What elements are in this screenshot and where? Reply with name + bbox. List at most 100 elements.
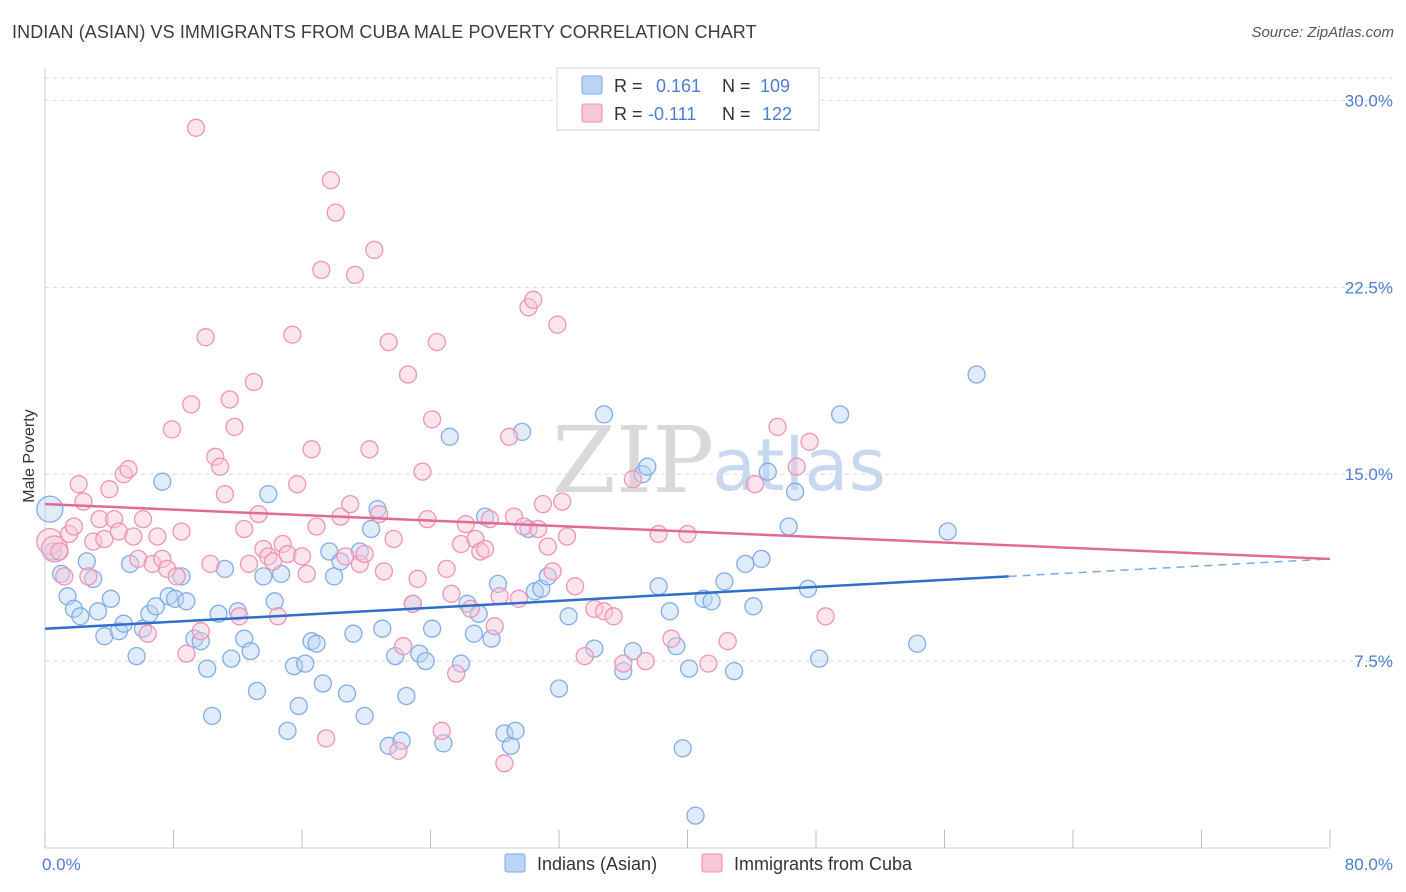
data-point <box>475 539 495 559</box>
data-point <box>679 659 699 678</box>
data-point <box>553 492 572 511</box>
data-point <box>210 457 230 476</box>
data-point <box>127 646 146 666</box>
data-point <box>718 632 737 651</box>
data-point <box>660 602 679 621</box>
data-point <box>265 592 284 611</box>
data-point <box>355 544 374 564</box>
data-point <box>389 741 408 760</box>
data-point <box>146 597 165 616</box>
data-point <box>191 632 210 651</box>
data-point <box>509 589 528 608</box>
data-point <box>220 390 239 409</box>
data-point <box>64 517 84 536</box>
data-point <box>297 564 316 584</box>
data-point <box>109 522 129 541</box>
data-point <box>215 484 235 504</box>
data-point <box>273 534 292 554</box>
data-point <box>768 417 787 437</box>
data-point <box>95 627 114 646</box>
legend-r-value-0: 0.161 <box>656 76 701 96</box>
y-tick-label-0: 7.5% <box>1354 652 1393 671</box>
data-point <box>138 624 157 643</box>
data-point <box>686 806 705 825</box>
data-point <box>649 577 668 596</box>
data-point <box>623 641 643 661</box>
data-point <box>475 507 495 526</box>
data-point <box>565 577 585 596</box>
data-point <box>165 589 185 608</box>
data-point <box>296 654 315 673</box>
data-point <box>316 729 336 748</box>
data-point <box>785 482 805 501</box>
gridlines <box>45 77 1392 662</box>
y-axis-label: Male Poverty <box>21 409 38 502</box>
data-point <box>506 721 525 741</box>
data-point <box>451 534 471 554</box>
data-point <box>336 547 355 566</box>
data-point <box>283 325 302 344</box>
trend-line-indians <box>44 575 1009 630</box>
data-point <box>239 554 259 574</box>
data-point <box>437 559 456 579</box>
data-point <box>528 519 548 539</box>
legend-n-label-0: N = <box>722 76 751 96</box>
data-point <box>938 522 957 541</box>
data-point <box>649 524 668 544</box>
data-point <box>543 562 562 581</box>
data-point <box>559 607 578 626</box>
source-label: Source: ZipAtlas.com <box>1251 24 1394 41</box>
data-point <box>201 554 220 574</box>
data-point <box>514 517 533 536</box>
legend-r-value-1: -0.111 <box>648 104 696 124</box>
data-point <box>524 290 543 309</box>
watermark-atlas: atlas <box>712 423 886 507</box>
x-tick-label-1: 80.0% <box>1345 855 1393 874</box>
data-point <box>167 567 186 586</box>
data-point <box>724 661 744 681</box>
data-point <box>84 569 103 589</box>
data-point <box>432 721 451 741</box>
data-point <box>259 484 278 504</box>
data-point <box>557 527 577 546</box>
data-point <box>410 644 429 663</box>
data-point <box>594 602 614 621</box>
data-point <box>456 514 475 534</box>
data-point <box>74 492 93 511</box>
legend-n-value-1: 122 <box>762 104 792 124</box>
data-point <box>752 549 771 569</box>
legend-r-label-1: R = <box>614 104 643 124</box>
data-point <box>461 599 480 618</box>
data-point <box>422 410 442 429</box>
data-point <box>464 624 484 643</box>
chart-title: INDIAN (ASIAN) VS IMMIGRANTS FROM CUBA M… <box>12 22 757 42</box>
data-point <box>43 542 63 561</box>
legend-r-label-0: R = <box>614 76 643 96</box>
data-point <box>594 405 614 424</box>
data-point <box>345 265 365 285</box>
data-point <box>222 649 241 668</box>
data-point <box>575 646 594 666</box>
y-tick-label-2: 22.5% <box>1345 278 1393 297</box>
data-point <box>186 118 206 137</box>
data-point <box>119 460 138 479</box>
data-point <box>744 597 763 616</box>
data-point <box>64 599 84 618</box>
data-point <box>206 447 225 466</box>
data-point <box>636 651 655 671</box>
data-point <box>485 617 504 636</box>
data-point <box>369 504 389 524</box>
y-tick-labels: 7.5% 15.0% 22.5% 30.0% <box>1345 91 1393 671</box>
data-point <box>191 622 210 641</box>
data-point <box>800 432 819 451</box>
data-point <box>289 696 308 716</box>
series-immigrants-from-cuba <box>36 118 835 773</box>
data-point <box>614 661 633 681</box>
data-point <box>172 567 191 586</box>
data-point <box>153 472 172 491</box>
data-point <box>344 624 363 643</box>
axes <box>44 68 1331 849</box>
data-point <box>471 542 490 561</box>
data-point <box>374 562 394 581</box>
data-point <box>451 654 471 673</box>
